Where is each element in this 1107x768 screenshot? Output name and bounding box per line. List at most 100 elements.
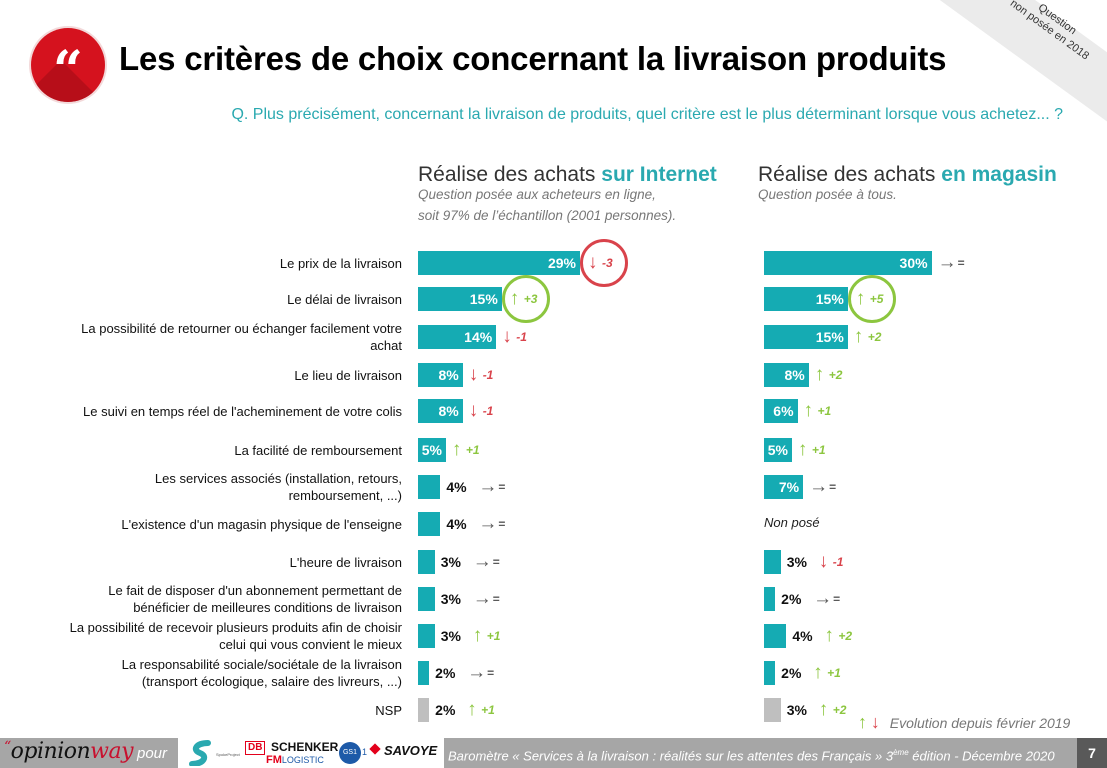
highlight-circle	[847, 275, 896, 323]
bar	[764, 438, 792, 462]
bar	[418, 512, 441, 536]
evolution-value: +2	[867, 330, 882, 344]
bar	[764, 287, 848, 311]
category-label: La possibilité de retourner ou échanger …	[22, 320, 402, 354]
value-label: 5%	[421, 442, 442, 458]
value-label: 15%	[815, 329, 844, 345]
category-label-line: La facilité de remboursement	[234, 442, 402, 458]
bar	[764, 661, 776, 685]
value-label: 4%	[446, 479, 467, 495]
arrow-up-icon: ↑	[855, 288, 866, 309]
category-label: Les services associés (installation, ret…	[22, 470, 402, 504]
arrow-up-icon: ↑	[467, 699, 477, 720]
value-label: 2%	[435, 665, 456, 681]
category-label-line: (transport écologique, salaire des livre…	[141, 674, 402, 689]
logistic-text: LOGISTIC	[281, 755, 324, 765]
bar	[764, 399, 798, 423]
value-label: 14%	[464, 329, 493, 345]
evolution-value: +2	[832, 703, 847, 717]
category-label-line: Le lieu de livraison	[294, 367, 402, 383]
savoye-diamond-icon	[369, 743, 381, 755]
bar	[418, 399, 463, 423]
quote-icon: “	[31, 28, 105, 102]
category-label-line: bénéficier de meilleures conditions de l…	[133, 600, 402, 615]
value-label: 2%	[435, 702, 456, 718]
evolution-value: -1	[832, 555, 844, 569]
bar	[418, 325, 497, 349]
bar	[764, 251, 932, 275]
bar	[418, 587, 435, 611]
bar	[418, 363, 463, 387]
evolution-value: +1	[465, 443, 480, 457]
evolution-value: +1	[811, 443, 826, 457]
arrow-flat-icon: →	[937, 252, 957, 273]
bar	[764, 587, 776, 611]
category-label: La responsabilité sociale/sociétale de l…	[22, 656, 402, 690]
header-accent: en magasin	[941, 163, 1057, 186]
highlight-circle	[580, 239, 628, 287]
evolution-value: =	[498, 480, 506, 494]
arrow-up-icon: ↑	[451, 439, 462, 460]
evolution-value: +1	[827, 666, 841, 680]
spokeproject-logo-icon	[189, 740, 211, 766]
category-label-line: Le fait de disposer d'un abonnement perm…	[108, 583, 402, 598]
arrow-up-icon: ↑	[818, 699, 829, 720]
baro-prefix: Baromètre « Services à la livraison : ré…	[448, 748, 894, 764]
arrow-flat-icon: →	[467, 662, 487, 683]
barometer-caption: Baromètre « Services à la livraison : ré…	[444, 738, 1077, 768]
evolution-value: =	[498, 517, 506, 531]
arrow-down-icon: ↓	[502, 326, 512, 347]
opinionway-logo: “opinionway	[4, 739, 134, 764]
bar	[418, 550, 435, 574]
value-label: 29%	[547, 255, 576, 271]
bar	[764, 698, 781, 722]
evolution-value: +1	[817, 404, 832, 418]
logo-way: way	[90, 739, 134, 764]
arrow-up-icon: ↑	[824, 625, 834, 646]
value-label: 8%	[784, 367, 805, 383]
evolution-value: =	[833, 592, 841, 606]
category-label-line: La possibilité de retourner ou échanger …	[81, 321, 402, 336]
value-label: 15%	[815, 291, 844, 307]
category-label-line: remboursement, ...)	[288, 488, 402, 503]
savoye-logo: SAVOYE	[384, 743, 438, 758]
value-label: 4%	[792, 628, 813, 644]
gs1-number: 1	[362, 747, 368, 757]
evolution-value: +1	[481, 703, 495, 717]
bar	[418, 287, 502, 311]
category-label: Le lieu de livraison	[22, 367, 402, 384]
header-accent: sur Internet	[601, 163, 717, 186]
value-label: 5%	[767, 442, 788, 458]
evolution-value: =	[829, 480, 837, 494]
category-label-line: Le prix de la livraison	[279, 255, 402, 271]
bar	[418, 251, 580, 275]
evolution-value: -3	[602, 256, 613, 270]
arrow-flat-icon: →	[472, 588, 492, 609]
value-label: 6%	[773, 403, 794, 419]
arrow-flat-icon: →	[472, 551, 492, 572]
header-prefix: Réalise des achats	[758, 163, 942, 186]
column-subtitle-internet: Question posée aux acheteurs en ligne, s…	[418, 184, 676, 226]
evolution-value: +2	[838, 629, 853, 643]
value-label: 15%	[469, 291, 498, 307]
arrow-up-icon: ↑	[803, 400, 814, 421]
value-label: 3%	[786, 702, 807, 718]
category-label: Le prix de la livraison	[22, 255, 402, 272]
value-label: 8%	[438, 403, 459, 419]
arrow-down-icon: ↓	[818, 551, 829, 572]
value-label: 2%	[781, 665, 802, 681]
evolution-value: -1	[516, 330, 527, 344]
arrow-flat-icon: →	[478, 513, 498, 534]
category-label-line: Le suivi en temps réel de l'acheminement…	[83, 403, 402, 419]
category-label: La facilité de remboursement	[22, 442, 402, 459]
column-header-internet: Réalise des achats sur Internet	[418, 163, 717, 187]
logo-quote: “	[4, 739, 11, 755]
arrow-flat-icon: →	[478, 476, 498, 497]
arrow-up-icon: ↑	[472, 625, 483, 646]
bar	[418, 438, 446, 462]
category-label-line: Le délai de livraison	[287, 291, 402, 307]
column-subtitle-magasin: Question posée à tous.	[758, 184, 897, 205]
header-prefix: Réalise des achats	[418, 163, 602, 186]
page-number: 7	[1077, 738, 1107, 768]
category-label: NSP	[22, 702, 402, 719]
